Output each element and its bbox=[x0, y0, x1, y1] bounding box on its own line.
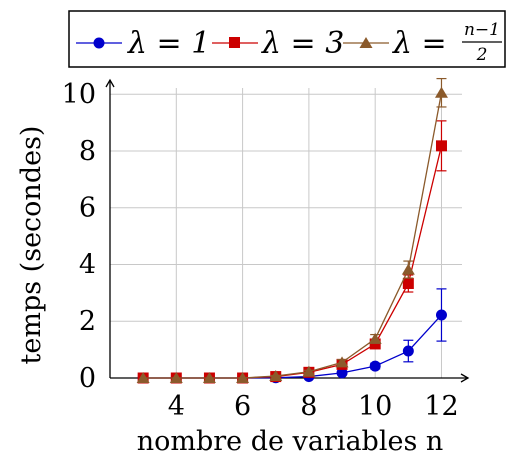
tick-labels: 4 6 8 10 12 0 2 4 6 8 10 bbox=[62, 79, 459, 422]
series-line bbox=[143, 92, 443, 379]
data-point bbox=[435, 309, 447, 321]
data-point bbox=[369, 338, 381, 350]
data-point bbox=[368, 332, 382, 344]
y-tick-label: 10 bbox=[62, 79, 96, 110]
data-point bbox=[169, 372, 183, 383]
y-tick-label: 6 bbox=[79, 193, 96, 224]
legend-item-1: λ = 1 bbox=[76, 26, 210, 61]
data-point bbox=[369, 360, 381, 372]
legend-marker-1 bbox=[93, 37, 105, 49]
legend-box bbox=[68, 10, 506, 68]
grid bbox=[110, 88, 462, 378]
legend: λ = 1 λ = 3 λ = n−1 2 bbox=[68, 10, 506, 68]
legend-fraction-denominator: 2 bbox=[476, 45, 488, 65]
x-tick-label: 6 bbox=[234, 391, 251, 422]
series-2 bbox=[137, 120, 447, 384]
legend-label-3: λ = bbox=[392, 26, 447, 61]
y-axis-label: temps (secondes) bbox=[16, 126, 47, 365]
y-axis-arrow bbox=[105, 78, 115, 88]
data-point bbox=[302, 365, 316, 377]
data-point bbox=[335, 356, 349, 368]
data-point bbox=[434, 86, 448, 98]
data-point bbox=[336, 367, 348, 379]
legend-label-1: λ = 1 bbox=[127, 26, 210, 61]
y-tick-label: 4 bbox=[79, 249, 96, 280]
x-tick-label: 8 bbox=[300, 391, 317, 422]
data-point bbox=[401, 263, 415, 275]
series-1 bbox=[137, 288, 447, 384]
data-point bbox=[269, 370, 283, 382]
y-tick-label: 0 bbox=[79, 363, 96, 394]
x-axis-arrow bbox=[460, 373, 470, 383]
series-line bbox=[143, 314, 442, 379]
x-tick-label: 12 bbox=[424, 391, 458, 422]
legend-item-2: λ = 3 bbox=[212, 26, 344, 61]
x-axis-label: nombre de variables n bbox=[137, 426, 444, 457]
legend-label-2: λ = 3 bbox=[261, 26, 344, 61]
data-point bbox=[402, 345, 414, 357]
x-tick-label: 10 bbox=[358, 391, 392, 422]
series-layer bbox=[136, 77, 448, 384]
axes bbox=[105, 78, 470, 383]
legend-marker-3 bbox=[359, 37, 373, 48]
legend-item-3: λ = n−1 2 bbox=[343, 20, 502, 65]
x-tick-label: 4 bbox=[168, 391, 185, 422]
legend-marker-2 bbox=[229, 37, 240, 48]
data-point bbox=[202, 372, 216, 383]
series-3 bbox=[136, 77, 448, 383]
y-tick-label: 2 bbox=[79, 306, 96, 337]
series-line bbox=[143, 145, 443, 379]
data-point bbox=[402, 277, 414, 289]
data-point bbox=[435, 140, 447, 152]
y-tick-label: 8 bbox=[79, 136, 96, 167]
data-point bbox=[236, 372, 250, 383]
data-point bbox=[136, 372, 150, 383]
legend-fraction-numerator: n−1 bbox=[464, 20, 500, 40]
